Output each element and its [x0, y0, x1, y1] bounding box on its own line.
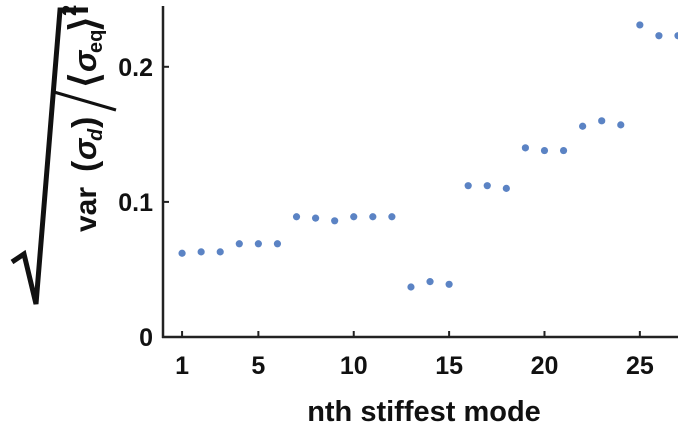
data-point: [292, 213, 301, 221]
data-point: [311, 214, 320, 222]
data-point: [254, 240, 262, 248]
data-point: [483, 182, 491, 190]
y-ticks: 0 0.1 0.2: [118, 54, 169, 352]
x-axis-title: nth stiffest mode: [307, 396, 541, 428]
x-tick-label: 10: [340, 352, 368, 380]
data-point: [674, 32, 678, 40]
data-point: [445, 280, 453, 288]
data-point: [407, 283, 415, 291]
x-tick-label: 15: [435, 352, 463, 380]
data-point: [502, 184, 510, 192]
y-title-sigma-d: σ: [67, 137, 103, 160]
y-axis-title: var ( σ d ) ⟨ σ eq ⟩ 2: [10, 5, 117, 305]
x-tick-label: 20: [531, 352, 559, 380]
y-title-subscript-eq: eq: [85, 30, 107, 53]
y-title-open-angle: ⟨: [63, 72, 107, 88]
y-title-close-angle: ⟩: [63, 16, 107, 32]
y-tick-label: 0: [139, 324, 153, 352]
data-point: [388, 213, 396, 221]
data-point: [636, 21, 644, 29]
data-point: [559, 146, 568, 155]
data-point: [235, 240, 243, 248]
data-point: [216, 248, 224, 256]
y-title-sigma-eq: σ: [67, 49, 103, 72]
data-point: [655, 32, 663, 40]
data-point: [369, 213, 377, 221]
radical-sign: [10, 7, 88, 305]
data-points: [178, 21, 678, 291]
data-point: [350, 213, 358, 221]
x-ticks: 1 5 10 15 20 25: [175, 331, 654, 380]
data-point: [598, 117, 606, 125]
y-title-close-paren: ): [66, 117, 104, 128]
x-tick-label: 5: [251, 352, 265, 380]
y-title-exponent: 2: [59, 5, 81, 16]
data-point: [426, 278, 434, 286]
y-title-subscript-d: d: [85, 128, 107, 141]
y-title-var-text: var: [70, 187, 103, 232]
data-point: [273, 240, 282, 248]
data-point: [464, 182, 472, 190]
data-point: [197, 248, 205, 256]
x-tick-label: 25: [626, 352, 654, 380]
data-point: [178, 249, 186, 257]
data-point: [617, 121, 625, 129]
data-point: [540, 146, 549, 155]
y-title-open-paren: (: [66, 160, 104, 172]
fraction-slash: [53, 90, 117, 112]
data-point: [521, 144, 530, 152]
y-title-var: var: [70, 187, 103, 232]
y-tick-label: 0.2: [118, 54, 153, 82]
x-tick-label: 1: [175, 352, 189, 380]
y-tick-label: 0.1: [118, 189, 153, 217]
axes: 1 5 10 15 20 25 00.10.2: [118, 6, 678, 380]
data-point: [331, 217, 339, 225]
data-point: [579, 122, 587, 130]
